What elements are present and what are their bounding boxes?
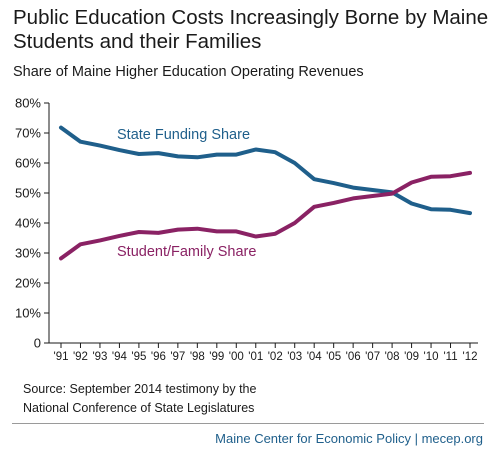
x-tick-label: '93	[92, 351, 107, 363]
source-note: Source: September 2014 testimony by the …	[23, 380, 256, 418]
x-tick-label: '02	[268, 351, 283, 363]
line-chart: 0 10% 20% 30% 40% 50% 60% 70% 80% '91 '92 '93 '94'95…	[15, 96, 478, 363]
y-tick-label: 50%	[15, 186, 41, 201]
x-tick-label: '07	[365, 351, 380, 363]
x-tick-label: '98	[190, 351, 205, 363]
x-tick-label: '91	[54, 351, 69, 363]
series-label-student: Student/Family Share	[117, 244, 256, 260]
x-tick-label: '95	[131, 351, 146, 363]
x-tick-label: '08	[385, 351, 400, 363]
series-line-student	[59, 170, 472, 261]
y-tick-label: 60%	[15, 156, 41, 171]
y-tick-label: 10%	[15, 306, 41, 321]
footer-credit: Maine Center for Economic Policy | mecep…	[215, 431, 483, 446]
footer-divider	[12, 423, 484, 424]
x-tick-label: '00	[229, 351, 244, 363]
x-tick-label: '03	[287, 351, 302, 363]
chart-subtitle: Share of Maine Higher Education Operatin…	[13, 64, 364, 80]
x-tick-label: '04	[307, 351, 323, 363]
series-line-state	[59, 125, 472, 216]
x-tick-label: '97	[170, 351, 185, 363]
source-line-2: National Conference of State Legislature…	[23, 401, 255, 415]
x-tick-label: '11	[443, 351, 457, 363]
y-tick-label: 80%	[15, 96, 41, 111]
y-tick-label: 40%	[15, 216, 41, 231]
x-tick-label: '12	[463, 351, 478, 363]
x-tick-label: '01	[248, 351, 263, 363]
y-tick-label: 20%	[15, 276, 41, 291]
x-tick-label: '99	[209, 351, 224, 363]
x-tick-label: '10	[424, 351, 439, 363]
x-tick-label: '96	[151, 351, 166, 363]
y-tick-label: 30%	[15, 246, 41, 261]
y-tick-label: 70%	[15, 126, 41, 141]
series-label-state: State Funding Share	[117, 127, 250, 143]
x-tick-label: '94	[112, 351, 128, 363]
source-line-1: Source: September 2014 testimony by the	[23, 382, 257, 396]
x-tick-label: '09	[404, 351, 419, 363]
y-tick-label: 0	[34, 336, 41, 351]
x-tick-label: '05	[326, 351, 341, 363]
chart-title: Public Education Costs Increasingly Born…	[13, 6, 489, 53]
x-tick-label: '92	[73, 351, 88, 363]
x-tick-label: '06	[346, 351, 361, 363]
